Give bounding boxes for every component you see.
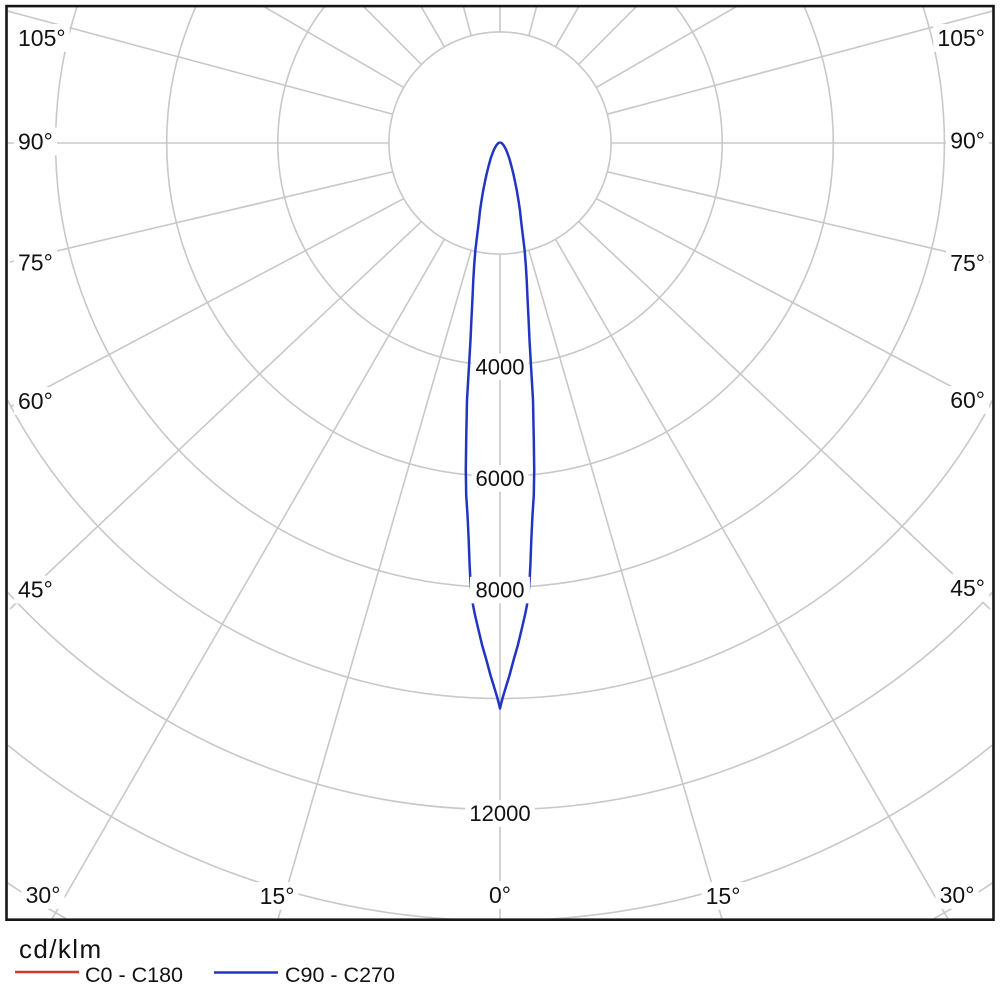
svg-text:15°: 15° bbox=[260, 883, 295, 909]
svg-text:60°: 60° bbox=[950, 387, 985, 413]
svg-text:90°: 90° bbox=[18, 128, 53, 154]
svg-text:15°: 15° bbox=[706, 883, 741, 909]
svg-text:cd/klm: cd/klm bbox=[19, 934, 103, 964]
svg-text:C0 - C180: C0 - C180 bbox=[85, 963, 183, 987]
svg-text:75°: 75° bbox=[950, 250, 985, 276]
svg-text:6000: 6000 bbox=[476, 466, 525, 491]
svg-text:60°: 60° bbox=[18, 388, 53, 414]
svg-text:0°: 0° bbox=[489, 882, 511, 908]
svg-text:4000: 4000 bbox=[476, 354, 525, 379]
svg-text:105°: 105° bbox=[937, 25, 985, 51]
svg-text:45°: 45° bbox=[18, 576, 53, 602]
svg-text:12000: 12000 bbox=[469, 801, 530, 826]
svg-text:105°: 105° bbox=[18, 25, 66, 51]
svg-text:75°: 75° bbox=[18, 249, 53, 275]
svg-text:8000: 8000 bbox=[476, 578, 525, 603]
svg-text:C90 - C270: C90 - C270 bbox=[285, 963, 395, 987]
svg-text:30°: 30° bbox=[940, 882, 975, 908]
svg-text:90°: 90° bbox=[950, 127, 985, 153]
svg-text:30°: 30° bbox=[26, 882, 61, 908]
svg-text:45°: 45° bbox=[950, 575, 985, 601]
